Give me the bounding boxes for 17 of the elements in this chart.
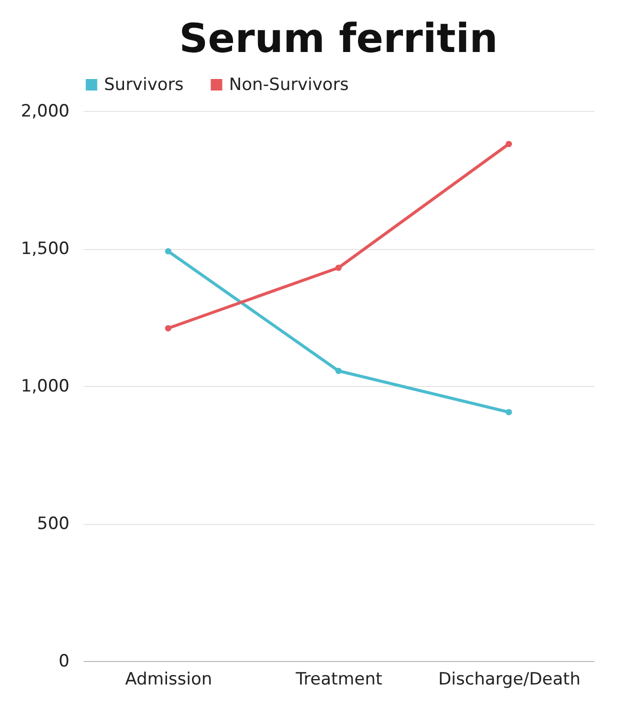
x-tick-label: Discharge/Death <box>438 670 580 690</box>
point <box>165 248 172 254</box>
point <box>335 368 342 374</box>
y-tick-label: 0 <box>58 652 70 672</box>
point <box>335 264 342 271</box>
point <box>165 325 172 332</box>
y-tick-label: 1,000 <box>20 376 70 396</box>
y-tick-label: 500 <box>37 514 70 534</box>
x-tick-label: Admission <box>125 670 212 690</box>
y-tick-label: 1,500 <box>20 239 70 259</box>
point <box>506 408 512 416</box>
point <box>506 140 512 148</box>
y-tick-label: 2,000 <box>20 102 70 122</box>
chart-title: Serum ferritin <box>179 16 498 62</box>
x-tick-label: Treatment <box>294 670 383 690</box>
legend-label: Non-Survivors <box>229 74 349 95</box>
legend-label: Survivors <box>104 74 184 95</box>
